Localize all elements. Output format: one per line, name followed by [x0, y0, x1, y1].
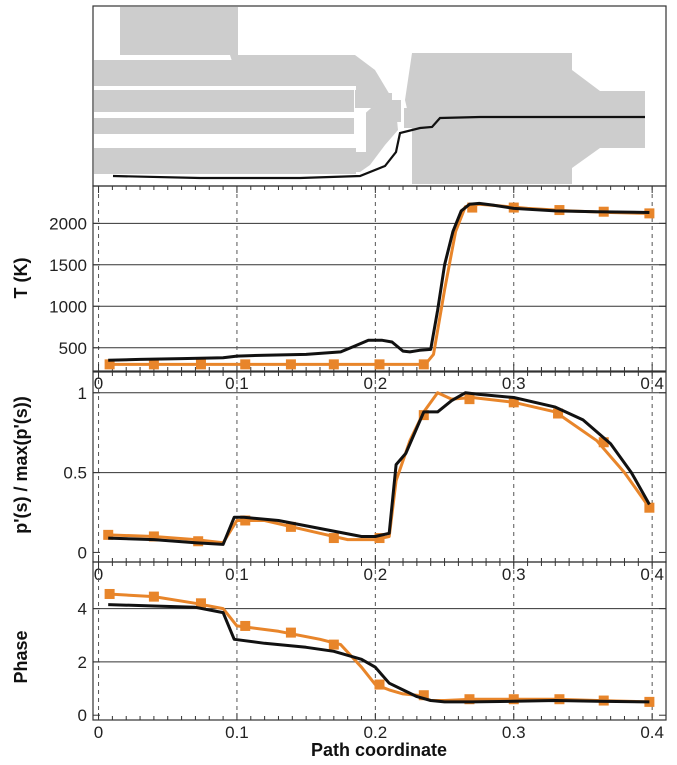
- data-point-phase-5: [328, 639, 339, 650]
- outer-swirler-mid: [94, 90, 354, 112]
- series-line-pressure-0: [108, 391, 651, 545]
- data-point-pressure-11: [598, 437, 609, 448]
- xlabel-path-coordinate: Path coordinate: [311, 740, 447, 760]
- xtick-label-phase-0: 0: [94, 723, 103, 742]
- gap-line-1: [94, 86, 356, 90]
- gap-insert-1: [382, 93, 392, 113]
- xtick-label-pressure-2: 0.2: [364, 565, 388, 584]
- data-point-pressure-1: [148, 531, 159, 542]
- data-point-pressure-6: [374, 533, 385, 544]
- ytick-label-temperature-2: 1500: [49, 256, 87, 275]
- data-point-pressure-4: [285, 521, 296, 532]
- data-point-temperature-1: [148, 359, 159, 370]
- xtick-label-pressure-3: 0.3: [502, 565, 526, 584]
- combustion-chamber: [405, 53, 645, 184]
- combustor-geometry: [94, 7, 645, 184]
- series-line-temperature-1: [108, 201, 650, 362]
- data-point-pressure-9: [508, 397, 519, 408]
- data-point-pressure-12: [644, 502, 655, 513]
- gap-line-2: [94, 112, 356, 118]
- xtick-label-pressure-1: 0.1: [225, 565, 249, 584]
- inner-swirler-lower: [94, 148, 356, 174]
- data-point-phase-9: [508, 694, 519, 705]
- data-point-temperature-5: [328, 359, 339, 370]
- data-point-phase-4: [285, 627, 296, 638]
- ytick-label-pressure-1: 0.5: [63, 464, 87, 483]
- gap-insert-3: [404, 108, 412, 128]
- ylabel-temperature: T (K): [11, 258, 31, 299]
- plot-panels: 500 1000 1500 2000 0 0.1 0.2 0.3 0.4 0 0.5 1 0 0.1 0.2…: [49, 185, 667, 742]
- data-point-pressure-8: [464, 394, 475, 405]
- ytick-label-phase-2: 4: [78, 600, 87, 619]
- data-point-pressure-10: [553, 408, 564, 419]
- xtick-label-phase-1: 0.1: [225, 723, 249, 742]
- data-point-temperature-3: [240, 359, 251, 370]
- series-line-pressure-1: [108, 391, 651, 546]
- panel-pressure: 0 0.5 1 0 0.1 0.2 0.3 0.4: [63, 371, 667, 584]
- gap-line-4: [356, 112, 366, 152]
- data-point-phase-1: [148, 591, 159, 602]
- ytick-label-phase-0: 0: [78, 706, 87, 725]
- gap-insert-2: [395, 100, 401, 122]
- data-point-temperature-7: [418, 359, 429, 370]
- data-point-phase-3: [240, 620, 251, 631]
- data-point-temperature-12: [644, 208, 655, 219]
- ytick-label-pressure-0: 0: [78, 543, 87, 562]
- series-line-phase-1: [108, 603, 650, 704]
- path-coordinate-line: [112, 115, 645, 180]
- xtick-label-phase-2: 0.2: [364, 723, 388, 742]
- xtick-label-phase-4: 0.4: [640, 723, 664, 742]
- data-point-temperature-4: [285, 359, 296, 370]
- data-point-phase-0: [104, 588, 115, 599]
- ytick-label-pressure-2: 1: [78, 384, 87, 403]
- geometry-panel: [92, 5, 667, 187]
- xtick-label-pressure-4: 0.4: [640, 565, 664, 584]
- plot-frame-temperature: [92, 185, 667, 372]
- data-point-pressure-3: [240, 515, 251, 526]
- plot-frame-phase: [92, 561, 667, 721]
- ylabel-phase: Phase: [11, 630, 31, 683]
- gap-line-3: [94, 134, 356, 148]
- data-point-phase-6: [374, 679, 385, 690]
- ylabel-pressure: p'(s) / max(p'(s)): [11, 396, 31, 534]
- xtick-label-pressure-0: 0: [94, 565, 103, 584]
- xtick-label-phase-3: 0.3: [502, 723, 526, 742]
- data-point-pressure-2: [193, 536, 204, 547]
- data-point-phase-2: [195, 598, 206, 609]
- data-point-phase-8: [464, 694, 475, 705]
- data-point-phase-7: [418, 690, 429, 701]
- ytick-label-temperature-1: 1000: [49, 297, 87, 316]
- data-point-temperature-8: [467, 202, 478, 213]
- ytick-label-phase-1: 2: [78, 653, 87, 672]
- data-point-temperature-6: [374, 359, 385, 370]
- data-point-pressure-0: [103, 529, 114, 540]
- ytick-label-temperature-0: 500: [59, 339, 87, 358]
- plenum-block: [120, 7, 238, 55]
- ytick-label-temperature-3: 2000: [49, 214, 87, 233]
- geometry-gaps: [94, 86, 366, 152]
- data-point-temperature-0: [104, 359, 115, 370]
- nozzle-upper: [230, 55, 390, 108]
- nozzle-lower: [356, 100, 398, 172]
- data-point-temperature-2: [195, 359, 206, 370]
- inner-swirler-upper: [94, 118, 354, 134]
- data-point-pressure-5: [328, 533, 339, 544]
